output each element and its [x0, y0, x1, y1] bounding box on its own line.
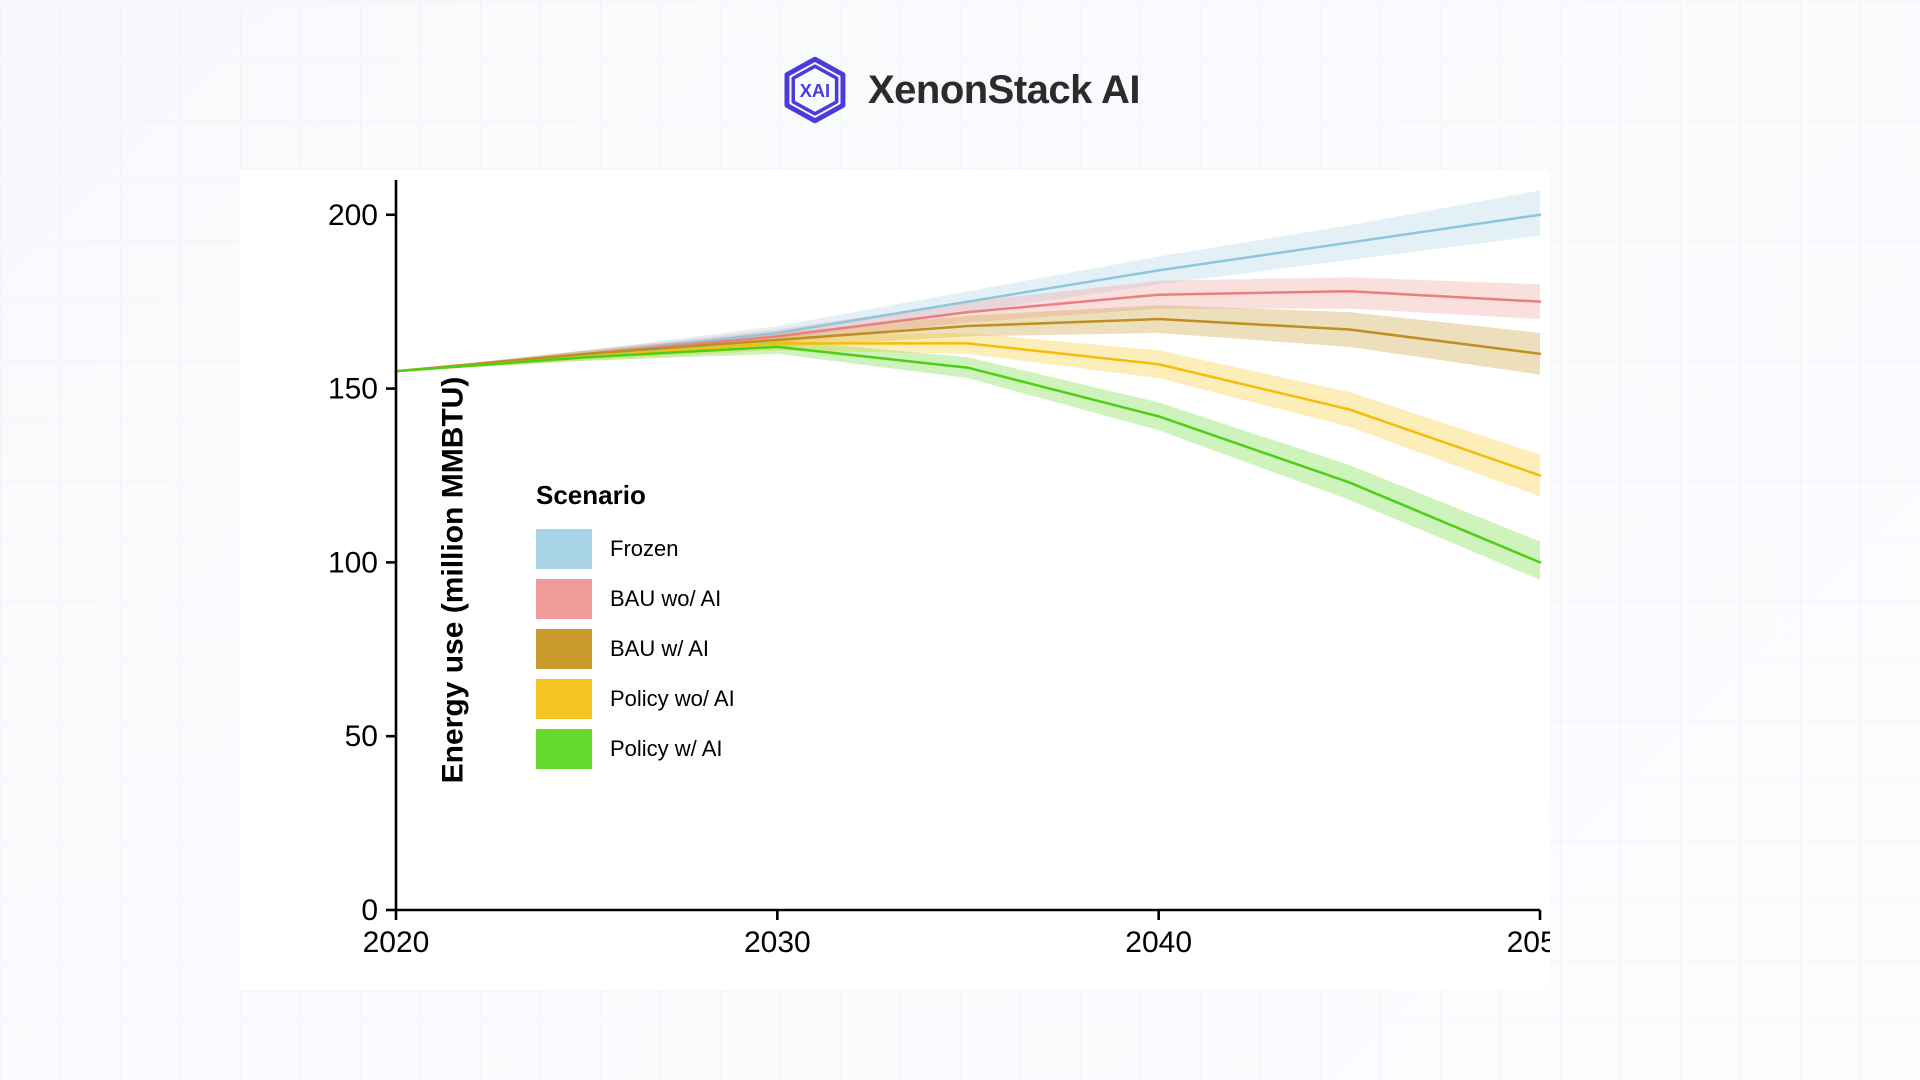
legend-label: Policy wo/ AI — [610, 686, 735, 712]
legend-swatch — [536, 629, 592, 669]
legend-label: BAU w/ AI — [610, 636, 709, 662]
legend-item: Frozen — [536, 529, 735, 569]
legend-swatch — [536, 729, 592, 769]
legend-label: Policy w/ AI — [610, 736, 722, 762]
x-tick-label: 2030 — [744, 926, 811, 959]
x-tick-label: 2020 — [363, 926, 430, 959]
legend-title: Scenario — [536, 480, 735, 511]
legend-item: BAU wo/ AI — [536, 579, 735, 619]
energy-chart: Energy use (million MMBTU) 0501001502002… — [240, 170, 1550, 990]
legend-label: BAU wo/ AI — [610, 586, 721, 612]
x-tick-label: 2050 — [1507, 926, 1550, 959]
brand-name: XenonStack AI — [868, 68, 1140, 113]
brand-logo-icon: XAI — [780, 55, 850, 125]
brand-header: XAI XenonStack AI — [780, 55, 1140, 125]
x-tick-label: 2040 — [1125, 926, 1192, 959]
legend-swatch — [536, 529, 592, 569]
y-tick-label: 150 — [328, 373, 378, 406]
y-tick-label: 0 — [361, 894, 378, 927]
y-tick-label: 100 — [328, 546, 378, 579]
legend-swatch — [536, 679, 592, 719]
legend-item: Policy w/ AI — [536, 729, 735, 769]
legend-label: Frozen — [610, 536, 678, 562]
y-tick-label: 200 — [328, 199, 378, 232]
legend: Scenario Frozen BAU wo/ AI BAU w/ AI Policy… — [536, 480, 735, 779]
legend-item: Policy wo/ AI — [536, 679, 735, 719]
y-tick-label: 50 — [345, 720, 378, 753]
legend-swatch — [536, 579, 592, 619]
chart-svg: 0 50 100 150 200 2020 2030 2040 2050 — [240, 170, 1550, 990]
legend-item: BAU w/ AI — [536, 629, 735, 669]
svg-text:XAI: XAI — [800, 81, 830, 101]
